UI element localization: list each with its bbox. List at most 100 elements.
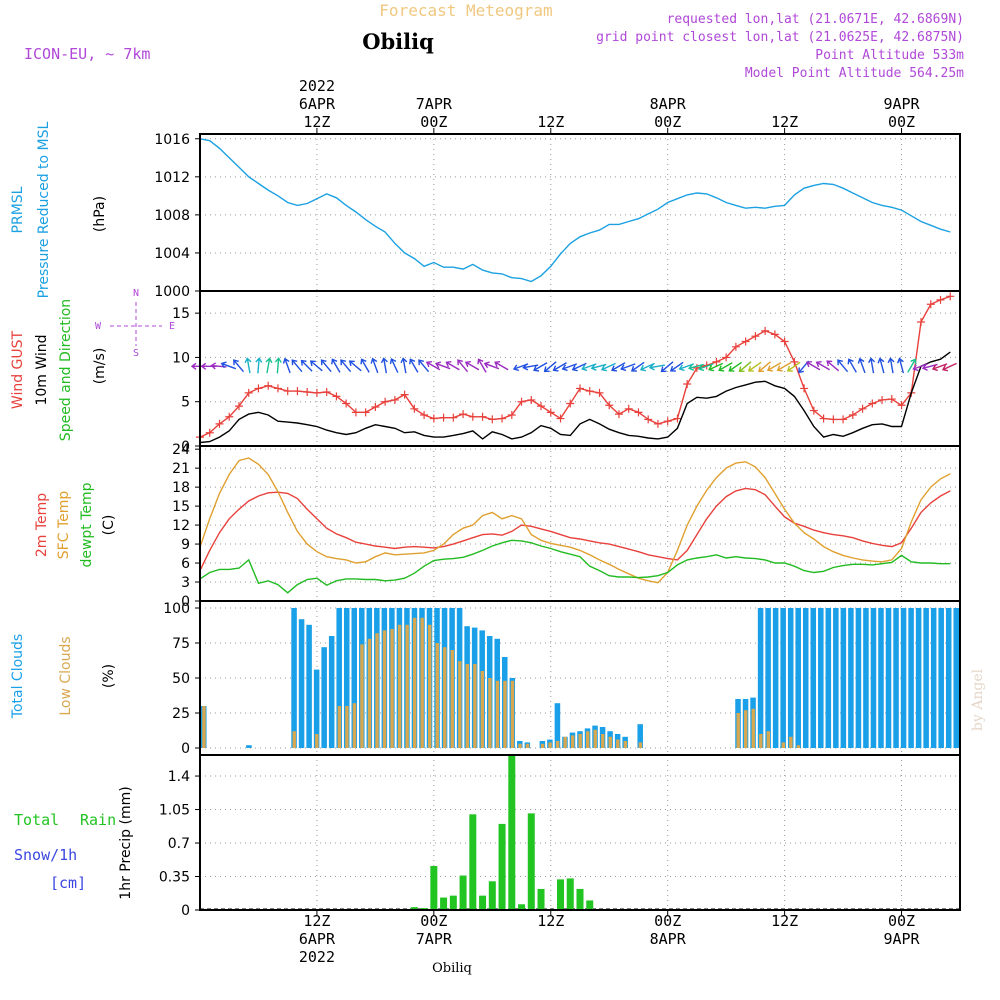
total-cloud-bar	[321, 647, 327, 748]
wind-direction-arrow	[331, 358, 341, 373]
arrow-shaft	[718, 362, 733, 371]
top-time-label: 9APR	[883, 95, 920, 113]
data-layer	[190, 138, 960, 910]
clouds-unit: (%)	[101, 664, 117, 688]
arrow-head	[826, 360, 833, 367]
wind-direction-arrow	[747, 361, 762, 372]
gust-marker	[614, 410, 623, 419]
low-cloud-bar	[751, 708, 755, 748]
y-tick-label: 0.35	[159, 870, 190, 886]
low-cloud-bar	[616, 739, 620, 748]
compass-s: S	[133, 348, 139, 359]
gust-marker	[361, 408, 370, 417]
arrow-head	[660, 366, 667, 373]
total-cloud-bar	[818, 608, 824, 748]
arrow-head	[561, 364, 568, 372]
rain-bar	[440, 897, 448, 910]
wind-direction-arrow	[522, 363, 539, 371]
arrow-shaft	[291, 359, 303, 373]
arrow-head	[648, 363, 655, 371]
arrow-shaft	[698, 363, 714, 370]
gust-marker	[946, 292, 955, 301]
wind-direction-arrow	[620, 363, 636, 372]
wind-direction-arrow	[786, 361, 801, 372]
arrow-head	[340, 359, 347, 366]
wind-direction-arrow	[571, 362, 587, 372]
panel-frame-wind	[199, 290, 961, 447]
gust-marker	[878, 395, 887, 404]
gust-marker	[634, 408, 643, 417]
arrow-head	[837, 359, 843, 366]
arrow-shaft	[435, 362, 451, 370]
gust-marker	[312, 388, 321, 397]
arrow-shaft	[870, 358, 875, 374]
total-cloud-bar	[915, 608, 922, 748]
y-tick-label: 15	[172, 306, 190, 322]
rain-bar	[469, 814, 477, 910]
bottom-time-label: 00Z	[654, 912, 681, 930]
gust-marker	[653, 419, 662, 428]
total-cloud-bar	[900, 608, 907, 748]
arrow-head	[590, 363, 597, 371]
gust-marker	[751, 332, 760, 341]
arrow-head	[931, 364, 938, 372]
bottom-time-label: 8APR	[650, 930, 687, 948]
sfc-label: SFC Temp	[56, 491, 72, 560]
chart-title: Forecast Meteogram	[379, 1, 552, 20]
compass-w: W	[95, 321, 102, 332]
low-cloud-bar	[473, 664, 477, 748]
wind-direction-arrow	[648, 363, 665, 371]
precip-snow-label: Snow/1h	[14, 846, 77, 864]
temperature-sfc-line	[199, 457, 951, 584]
gust-marker	[800, 384, 809, 393]
y-tick-label: 10	[172, 350, 190, 366]
point-altitude: Point Altitude 533m	[815, 48, 964, 63]
arrow-head	[776, 365, 783, 372]
arrow-shaft	[371, 358, 379, 374]
rain-bar	[586, 900, 594, 910]
gust-marker	[273, 384, 282, 393]
gust-marker	[459, 410, 468, 419]
arrow-head	[300, 359, 307, 366]
arrow-shaft	[848, 359, 857, 373]
pressure-unit: (hPa)	[92, 196, 108, 232]
panel-frame-pressure	[199, 133, 961, 292]
arrow-shaft	[533, 362, 548, 371]
y-tick-label: 6	[181, 556, 190, 572]
arrow-head	[728, 365, 735, 372]
arrow-shaft	[562, 363, 578, 370]
top-time-label: 00Z	[888, 113, 915, 131]
wind-direction-arrow	[857, 357, 866, 374]
arrow-shaft	[544, 361, 557, 372]
wind-direction-arrow	[805, 360, 821, 371]
rain-bar	[557, 879, 565, 910]
gust-marker	[507, 411, 516, 419]
arrow-shaft	[331, 359, 341, 373]
gust-marker	[517, 397, 526, 406]
arrow-head	[581, 364, 588, 372]
arrow-shaft	[390, 358, 399, 373]
wind-direction-arrow	[320, 359, 332, 373]
y-tick-label: 24	[172, 442, 190, 458]
total-cloud-bar	[930, 608, 937, 748]
y-tick-label: 0	[181, 594, 190, 610]
arrow-head	[445, 360, 452, 368]
arrow-shaft	[418, 359, 430, 373]
y-tick-label: 0.7	[168, 836, 190, 852]
wind-direction-arrow	[483, 361, 500, 370]
gust-marker	[712, 357, 721, 366]
arrow-shaft	[859, 358, 866, 374]
gust-marker	[858, 404, 867, 413]
pressure-label-2: Pressure Reduced to MSL	[36, 121, 52, 298]
gust-marker	[936, 295, 945, 304]
y-tick-label: 0	[181, 439, 190, 455]
arrow-head	[847, 358, 854, 365]
gust-marker	[722, 353, 731, 362]
total-cloud-bar	[855, 608, 862, 748]
gust-marker	[839, 415, 848, 424]
wind-direction-arrow	[766, 362, 782, 372]
rain-bar	[537, 888, 545, 910]
low-cloud-bar	[593, 729, 597, 748]
y-tick-label: 0	[181, 903, 190, 919]
arrow-shaft	[349, 360, 362, 372]
